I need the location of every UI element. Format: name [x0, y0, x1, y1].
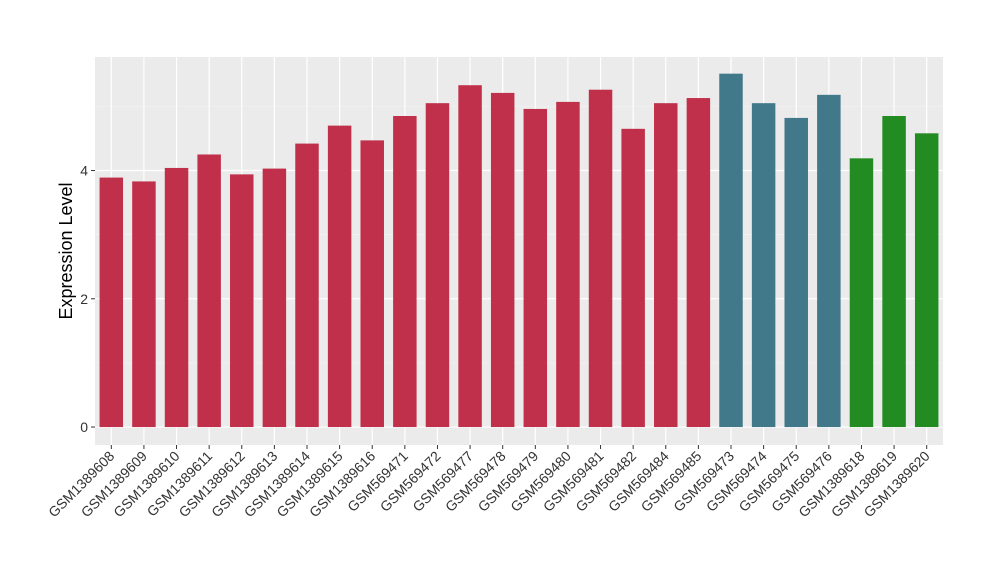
bar-GSM569474	[751, 103, 776, 428]
bar-GSM1389614	[295, 143, 319, 428]
x-axis: GSM1389608GSM1389609GSM1389610GSM1389611…	[45, 445, 933, 520]
bar-GSM569482	[621, 128, 645, 428]
plot-panel	[95, 57, 943, 445]
y-axis-title: Expression Level	[56, 182, 76, 319]
bar-GSM1389612	[230, 174, 254, 428]
y-tick-label: 2	[80, 291, 88, 307]
bar-GSM569473	[719, 73, 743, 428]
bar-GSM569472	[425, 103, 450, 428]
bar-GSM569481	[588, 89, 613, 428]
bar-GSM569476	[817, 94, 841, 428]
bar-GSM569484	[654, 103, 678, 428]
bar-GSM1389616	[360, 140, 384, 428]
y-tick-label: 0	[80, 419, 88, 435]
bar-GSM1389619	[882, 116, 906, 428]
bar-GSM1389613	[262, 168, 287, 428]
bar-GSM1389620	[914, 133, 939, 428]
bar-GSM569471	[393, 116, 417, 428]
bar-GSM1389611	[197, 154, 221, 428]
bar-GSM569485	[686, 98, 711, 428]
bar-GSM569475	[784, 117, 808, 428]
y-tick-label: 4	[80, 163, 88, 179]
bar-GSM569479	[523, 108, 548, 428]
bar-GSM1389615	[327, 125, 352, 428]
bar-GSM569477	[458, 85, 482, 428]
bar-GSM1389618	[849, 158, 874, 428]
bar-GSM569480	[556, 101, 580, 428]
bar-GSM1389610	[164, 167, 189, 428]
bar-GSM1389608	[99, 177, 124, 428]
bar-GSM569478	[490, 92, 515, 428]
y-axis: 0 2 4	[80, 163, 95, 435]
bars	[99, 73, 939, 428]
bar-GSM1389609	[132, 181, 156, 428]
